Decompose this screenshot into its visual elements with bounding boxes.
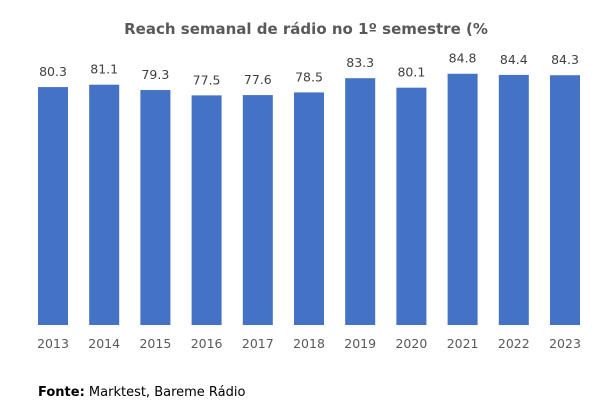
bar-2020 bbox=[396, 87, 427, 325]
chart-title: Reach semanal de rádio no 1º semestre (% bbox=[124, 20, 488, 38]
data-label-2018: 78.5 bbox=[295, 69, 323, 84]
data-label-2021: 84.8 bbox=[449, 51, 477, 66]
bar-2018 bbox=[294, 92, 324, 325]
data-label-2019: 83.3 bbox=[346, 55, 374, 70]
x-tick-2014: 2014 bbox=[88, 336, 120, 351]
data-label-2017: 77.6 bbox=[244, 72, 272, 87]
data-label-2013: 80.3 bbox=[39, 64, 67, 79]
data-label-2020: 80.1 bbox=[397, 65, 425, 80]
data-label-2016: 77.5 bbox=[193, 72, 221, 87]
data-label-2022: 84.4 bbox=[500, 52, 528, 67]
bar-2019 bbox=[345, 78, 376, 325]
x-tick-2018: 2018 bbox=[293, 336, 325, 351]
bar-2017 bbox=[242, 95, 273, 325]
data-label-2014: 81.1 bbox=[90, 62, 118, 77]
x-tick-2017: 2017 bbox=[242, 336, 274, 351]
x-tick-2019: 2019 bbox=[344, 336, 376, 351]
x-tick-2015: 2015 bbox=[139, 336, 171, 351]
bar-2015 bbox=[140, 90, 171, 325]
source-label: Fonte: bbox=[38, 385, 85, 400]
bar-2014 bbox=[89, 84, 120, 325]
x-tick-2022: 2022 bbox=[498, 336, 530, 351]
bar-2016 bbox=[191, 95, 222, 326]
bar-2021 bbox=[447, 73, 478, 325]
data-label-2015: 79.3 bbox=[141, 67, 169, 82]
bar-2022 bbox=[498, 74, 529, 326]
x-tick-2023: 2023 bbox=[549, 336, 581, 351]
x-tick-2020: 2020 bbox=[395, 336, 427, 351]
data-label-2023: 84.3 bbox=[551, 52, 579, 67]
x-tick-2016: 2016 bbox=[191, 336, 223, 351]
bar-2023 bbox=[550, 75, 580, 325]
source-text: Marktest, Bareme Rádio bbox=[84, 385, 246, 400]
bar-2013 bbox=[38, 87, 68, 325]
source-note: Fonte: Marktest, Bareme Rádio bbox=[38, 385, 245, 400]
x-tick-2021: 2021 bbox=[447, 336, 479, 351]
x-tick-2013: 2013 bbox=[37, 336, 69, 351]
